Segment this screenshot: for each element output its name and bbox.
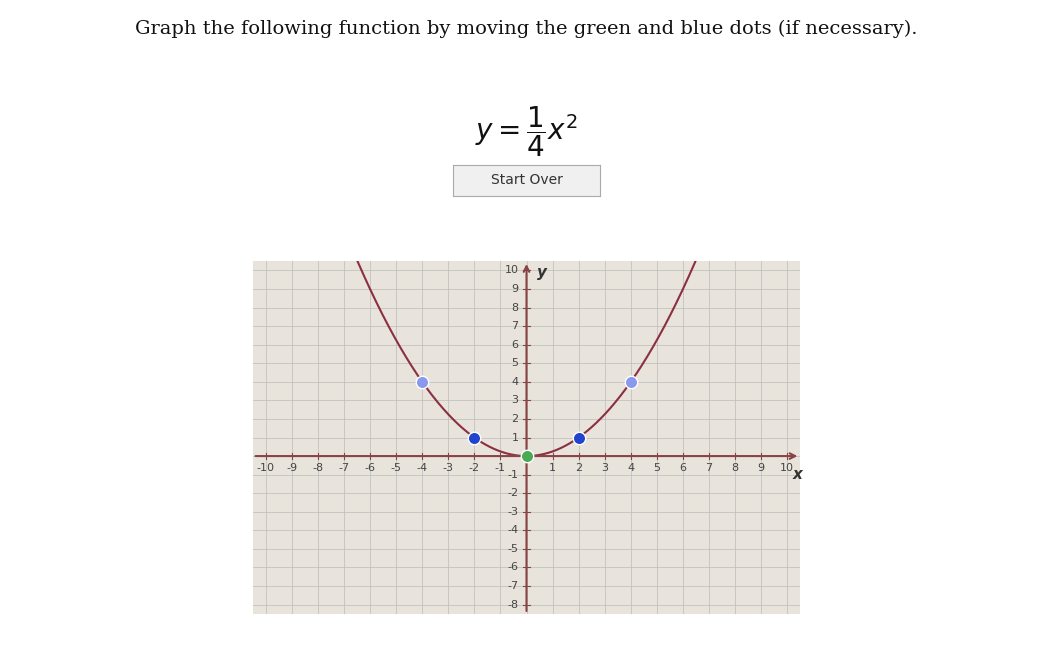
Text: Start Over: Start Over bbox=[491, 173, 562, 187]
Text: 3: 3 bbox=[601, 464, 609, 473]
Text: 10: 10 bbox=[780, 464, 794, 473]
Text: -10: -10 bbox=[257, 464, 275, 473]
Text: -4: -4 bbox=[417, 464, 428, 473]
Text: 1: 1 bbox=[512, 432, 519, 443]
Text: 1: 1 bbox=[549, 464, 556, 473]
Text: -1: -1 bbox=[495, 464, 505, 473]
Text: 4: 4 bbox=[512, 377, 519, 387]
Text: 6: 6 bbox=[512, 340, 519, 350]
Text: -8: -8 bbox=[508, 599, 519, 609]
Text: -2: -2 bbox=[469, 464, 480, 473]
Text: 8: 8 bbox=[512, 302, 519, 313]
Text: -8: -8 bbox=[313, 464, 323, 473]
Text: -4: -4 bbox=[508, 525, 519, 535]
Text: 7: 7 bbox=[706, 464, 713, 473]
Text: -2: -2 bbox=[508, 488, 519, 498]
Text: -7: -7 bbox=[338, 464, 350, 473]
Text: 6: 6 bbox=[679, 464, 687, 473]
Text: 5: 5 bbox=[653, 464, 660, 473]
Text: 8: 8 bbox=[732, 464, 738, 473]
Point bbox=[414, 377, 431, 387]
Text: -5: -5 bbox=[391, 464, 401, 473]
Text: 10: 10 bbox=[504, 266, 519, 276]
Text: 7: 7 bbox=[512, 321, 519, 331]
Text: -1: -1 bbox=[508, 470, 519, 479]
Text: -6: -6 bbox=[508, 562, 519, 573]
Text: x: x bbox=[793, 467, 802, 482]
Text: 4: 4 bbox=[628, 464, 634, 473]
Text: 3: 3 bbox=[512, 396, 519, 406]
Text: 9: 9 bbox=[757, 464, 764, 473]
Text: Graph the following function by moving the green and blue dots (if necessary).: Graph the following function by moving t… bbox=[135, 20, 918, 38]
Text: -7: -7 bbox=[508, 581, 519, 591]
Text: -9: -9 bbox=[286, 464, 297, 473]
Text: -6: -6 bbox=[364, 464, 376, 473]
Text: 2: 2 bbox=[575, 464, 582, 473]
Text: $y = \dfrac{1}{4}x^2$: $y = \dfrac{1}{4}x^2$ bbox=[475, 104, 578, 159]
Point bbox=[518, 451, 535, 461]
Text: -5: -5 bbox=[508, 544, 519, 554]
Text: -3: -3 bbox=[508, 507, 519, 517]
Text: 9: 9 bbox=[512, 284, 519, 294]
Point bbox=[622, 377, 639, 387]
Point bbox=[571, 432, 588, 443]
Text: y: y bbox=[537, 265, 547, 280]
Point bbox=[465, 432, 482, 443]
Text: -3: -3 bbox=[442, 464, 454, 473]
Text: 5: 5 bbox=[512, 358, 519, 368]
Text: 2: 2 bbox=[512, 414, 519, 424]
